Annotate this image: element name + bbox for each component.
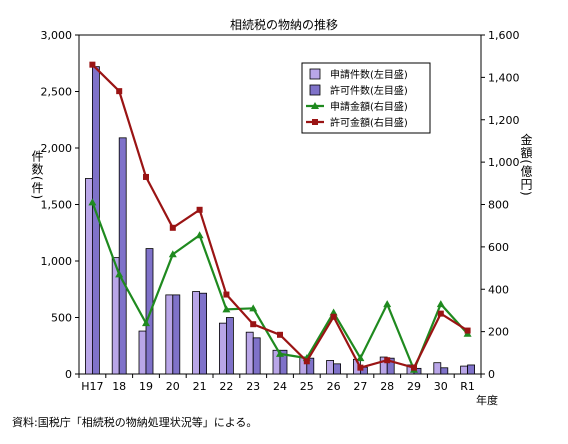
chart: 相続税の物納の推移 05001,0001,5002,0002,5003,000 … — [30, 18, 533, 407]
right-tick-label: 1,400 — [488, 71, 520, 84]
point-application-amount — [222, 305, 231, 313]
bar-approval-count — [252, 337, 261, 375]
legend-label: 申請件数(左目盛) — [330, 68, 408, 81]
left-tick-label: 2,500 — [41, 86, 73, 99]
bar-approval-count — [279, 349, 288, 375]
point-approval-amount — [143, 173, 149, 180]
point-approval-amount — [330, 313, 337, 320]
bar-approval-count — [467, 364, 476, 375]
legend-label: 許可金額(右目盛) — [330, 116, 408, 129]
x-tick-label: 27 — [353, 380, 367, 393]
point-approval-amount — [464, 327, 471, 334]
x-tick-label: 21 — [193, 380, 207, 393]
point-approval-amount — [303, 358, 310, 365]
point-application-amount — [276, 349, 284, 357]
right-tick-label: 1,000 — [488, 156, 520, 169]
bar-approval-count — [333, 363, 342, 375]
right-axis: 0 200 400 600 800 1,000 1,200 1,400 1,600 — [481, 29, 520, 381]
x-tick-label: 29 — [407, 380, 421, 393]
bar-application-count — [218, 322, 227, 375]
point-approval-amount — [357, 364, 364, 371]
x-tick-label: 30 — [434, 380, 448, 393]
right-axis-label: 金額(億円) — [519, 132, 533, 197]
point-approval-amount — [89, 61, 96, 68]
point-approval-amount — [116, 88, 123, 95]
x-tick-label: 28 — [380, 380, 394, 393]
x-tick-label: 22 — [219, 380, 233, 393]
x-tick-label: 19 — [139, 380, 153, 393]
left-axis: 0 500 1,000 1,500 2,000 2,500 3,000 — [41, 29, 79, 381]
point-application-amount — [115, 270, 124, 278]
x-tick-label: 18 — [112, 380, 126, 393]
x-tick-label: 20 — [166, 380, 180, 393]
bar-application-count — [138, 330, 147, 375]
bar-application-count — [85, 178, 93, 375]
point-approval-amount — [196, 206, 203, 213]
x-tick-label: 24 — [273, 380, 287, 393]
left-axis-label: 件数(件) — [30, 149, 44, 200]
right-tick-label: 1,200 — [488, 114, 520, 127]
point-application-amount — [249, 304, 258, 312]
bar-approval-count — [172, 294, 181, 375]
bar-approval-count — [199, 292, 208, 375]
chart-title: 相続税の物納の推移 — [230, 18, 338, 32]
left-tick-label: 1,000 — [41, 255, 73, 268]
x-tick-label: R1 — [460, 380, 475, 393]
bar-application-count — [245, 331, 254, 375]
x-axis-unit: 年度 — [476, 393, 498, 407]
source-note: 資料:国税庁「相続税の物納処理状況等」による。 — [12, 416, 258, 429]
x-axis: H17 18 19 20 21 22 23 24 25 26 27 28 29 30 R1 — [78, 374, 482, 393]
point-approval-amount — [223, 291, 230, 298]
legend-swatch — [309, 84, 321, 96]
right-tick-label: 800 — [488, 199, 509, 212]
point-application-amount — [356, 354, 365, 362]
left-tick-label: 1,500 — [41, 199, 73, 212]
bar-application-count — [460, 365, 469, 375]
bar-approval-count — [225, 317, 234, 375]
point-application-amount — [168, 250, 177, 258]
point-approval-amount — [411, 364, 417, 371]
bar-application-count — [433, 362, 442, 375]
legend-swatch — [309, 68, 321, 80]
right-tick-label: 1,600 — [488, 29, 520, 42]
x-tick-label: 26 — [327, 380, 341, 393]
bar-application-count — [326, 360, 335, 375]
point-application-amount — [436, 300, 445, 308]
x-tick-label: 23 — [246, 380, 260, 393]
point-application-amount — [88, 198, 97, 206]
left-tick-label: 3,000 — [41, 29, 73, 42]
point-approval-amount — [277, 331, 283, 338]
bar-approval-count — [118, 137, 127, 375]
legend: 申請件数(左目盛) 許可件数(左目盛) 申請金額(右目盛) 許可金額(右目盛) — [301, 62, 431, 134]
right-tick-label: 400 — [488, 283, 509, 296]
right-tick-label: 600 — [488, 241, 509, 254]
bar-approval-count — [386, 357, 395, 375]
legend-label: 申請金額(右目盛) — [330, 100, 408, 113]
line-series — [88, 61, 472, 373]
right-tick-label: 200 — [488, 326, 509, 339]
left-tick-label: 500 — [51, 312, 72, 325]
point-application-amount — [195, 231, 204, 239]
bar-application-count — [192, 291, 201, 375]
bar-approval-count — [306, 357, 315, 375]
x-tick-label: H17 — [81, 380, 103, 393]
point-approval-amount — [437, 310, 444, 317]
point-approval-amount — [384, 357, 391, 364]
left-tick-label: 0 — [65, 368, 72, 381]
left-tick-label: 2,000 — [41, 142, 73, 155]
point-approval-amount — [250, 321, 257, 328]
point-approval-amount — [169, 224, 176, 231]
legend-label: 許可件数(左目盛) — [330, 84, 408, 97]
legend-marker — [311, 102, 319, 109]
x-tick-label: 25 — [300, 380, 314, 393]
bar-approval-count — [440, 367, 449, 375]
legend-marker — [312, 119, 318, 125]
right-tick-label: 0 — [488, 368, 495, 381]
bar-application-count — [165, 294, 174, 375]
point-application-amount — [383, 300, 392, 308]
point-application-amount — [142, 319, 150, 327]
